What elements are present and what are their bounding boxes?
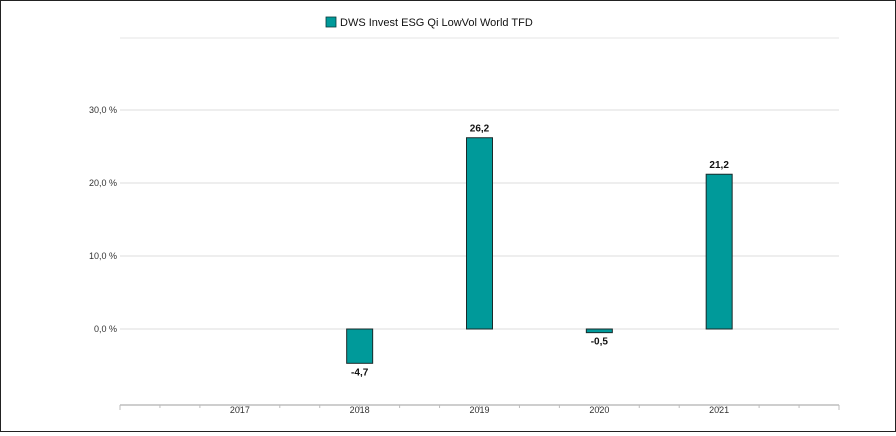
data-label: -4,7 <box>351 367 369 378</box>
bar-2020 <box>585 328 613 334</box>
data-label: 26,2 <box>470 124 490 135</box>
x-tick-label: 2019 <box>469 405 489 415</box>
x-tick-label: 2020 <box>589 405 609 415</box>
x-axis: 2017 2018 2019 2020 2021 <box>119 404 840 415</box>
bars: -4,7 26,2 -0,5 21,2 <box>346 124 733 378</box>
y-axis-ticks: 0,0 % 10,0 % 20,0 % 30,0 % <box>89 105 117 334</box>
y-tick-label: 0,0 % <box>94 324 117 334</box>
y-tick-label: 30,0 % <box>89 105 117 115</box>
bar-2019 <box>466 137 493 330</box>
legend-label: DWS Invest ESG Qi LowVol World TFD <box>340 17 533 29</box>
x-tick-label: 2021 <box>709 405 729 415</box>
bar-2018 <box>346 328 374 364</box>
legend-swatch <box>325 16 337 28</box>
x-tick-label: 2018 <box>350 405 370 415</box>
legend: DWS Invest ESG Qi LowVol World TFD <box>325 16 533 29</box>
bar-2021 <box>705 173 733 330</box>
data-label: 21,2 <box>709 160 729 171</box>
y-tick-label: 10,0 % <box>89 251 117 261</box>
y-tick-label: 20,0 % <box>89 178 117 188</box>
data-label: -0,5 <box>591 337 609 348</box>
x-tick-label: 2017 <box>230 405 250 415</box>
